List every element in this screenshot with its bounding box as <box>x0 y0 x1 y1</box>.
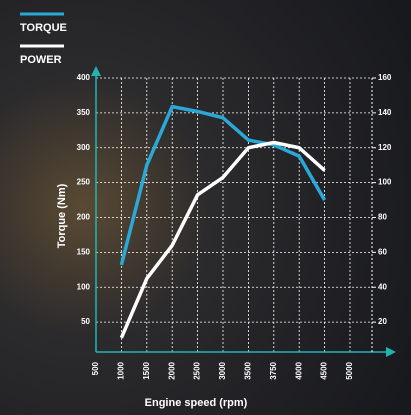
y2-tick-label: 20 <box>378 317 387 326</box>
x-axis-arrow <box>386 347 396 357</box>
x-axis-label: Engine speed (rpm) <box>145 397 248 409</box>
x-tick-label: 3500 <box>244 361 253 379</box>
y2-tick-label: 160 <box>378 73 392 82</box>
y-tick-label: 50 <box>81 317 90 326</box>
y2-tick-label: 140 <box>378 108 392 117</box>
y-tick-label: 250 <box>77 178 91 187</box>
legend-label: TORQUE <box>20 22 67 34</box>
x-tick-label: 1000 <box>117 361 126 379</box>
x-tick-label: 1500 <box>142 361 151 379</box>
y2-tick-label: 100 <box>378 178 392 187</box>
legend-label: POWER <box>20 54 62 66</box>
y-tick-label: 150 <box>77 247 91 256</box>
x-tick-label: 500 <box>91 361 100 375</box>
y2-tick-label: 80 <box>378 213 387 222</box>
y-tick-label: 100 <box>77 282 91 291</box>
series-line <box>119 104 327 266</box>
x-tick-label: 4500 <box>320 361 329 379</box>
y-tick-label: 300 <box>77 143 91 152</box>
series-line <box>119 140 326 339</box>
y2-tick-label: 60 <box>378 247 387 256</box>
y-axis-label: Torque (Nm) <box>56 183 68 248</box>
x-tick-label: 2500 <box>193 361 202 379</box>
y-tick-label: 350 <box>77 108 91 117</box>
x-tick-label: 2000 <box>167 361 176 379</box>
x-tick-label: 3750 <box>269 361 278 379</box>
x-tick-label: 5000 <box>345 361 354 379</box>
y2-tick-label: 40 <box>378 282 387 291</box>
x-tick-label: 3000 <box>218 361 227 379</box>
x-tick-label: 4000 <box>294 361 303 379</box>
y-tick-label: 200 <box>77 213 91 222</box>
y-axis-arrow <box>91 66 101 76</box>
y2-tick-label: 120 <box>378 143 392 152</box>
y-tick-label: 400 <box>77 73 91 82</box>
